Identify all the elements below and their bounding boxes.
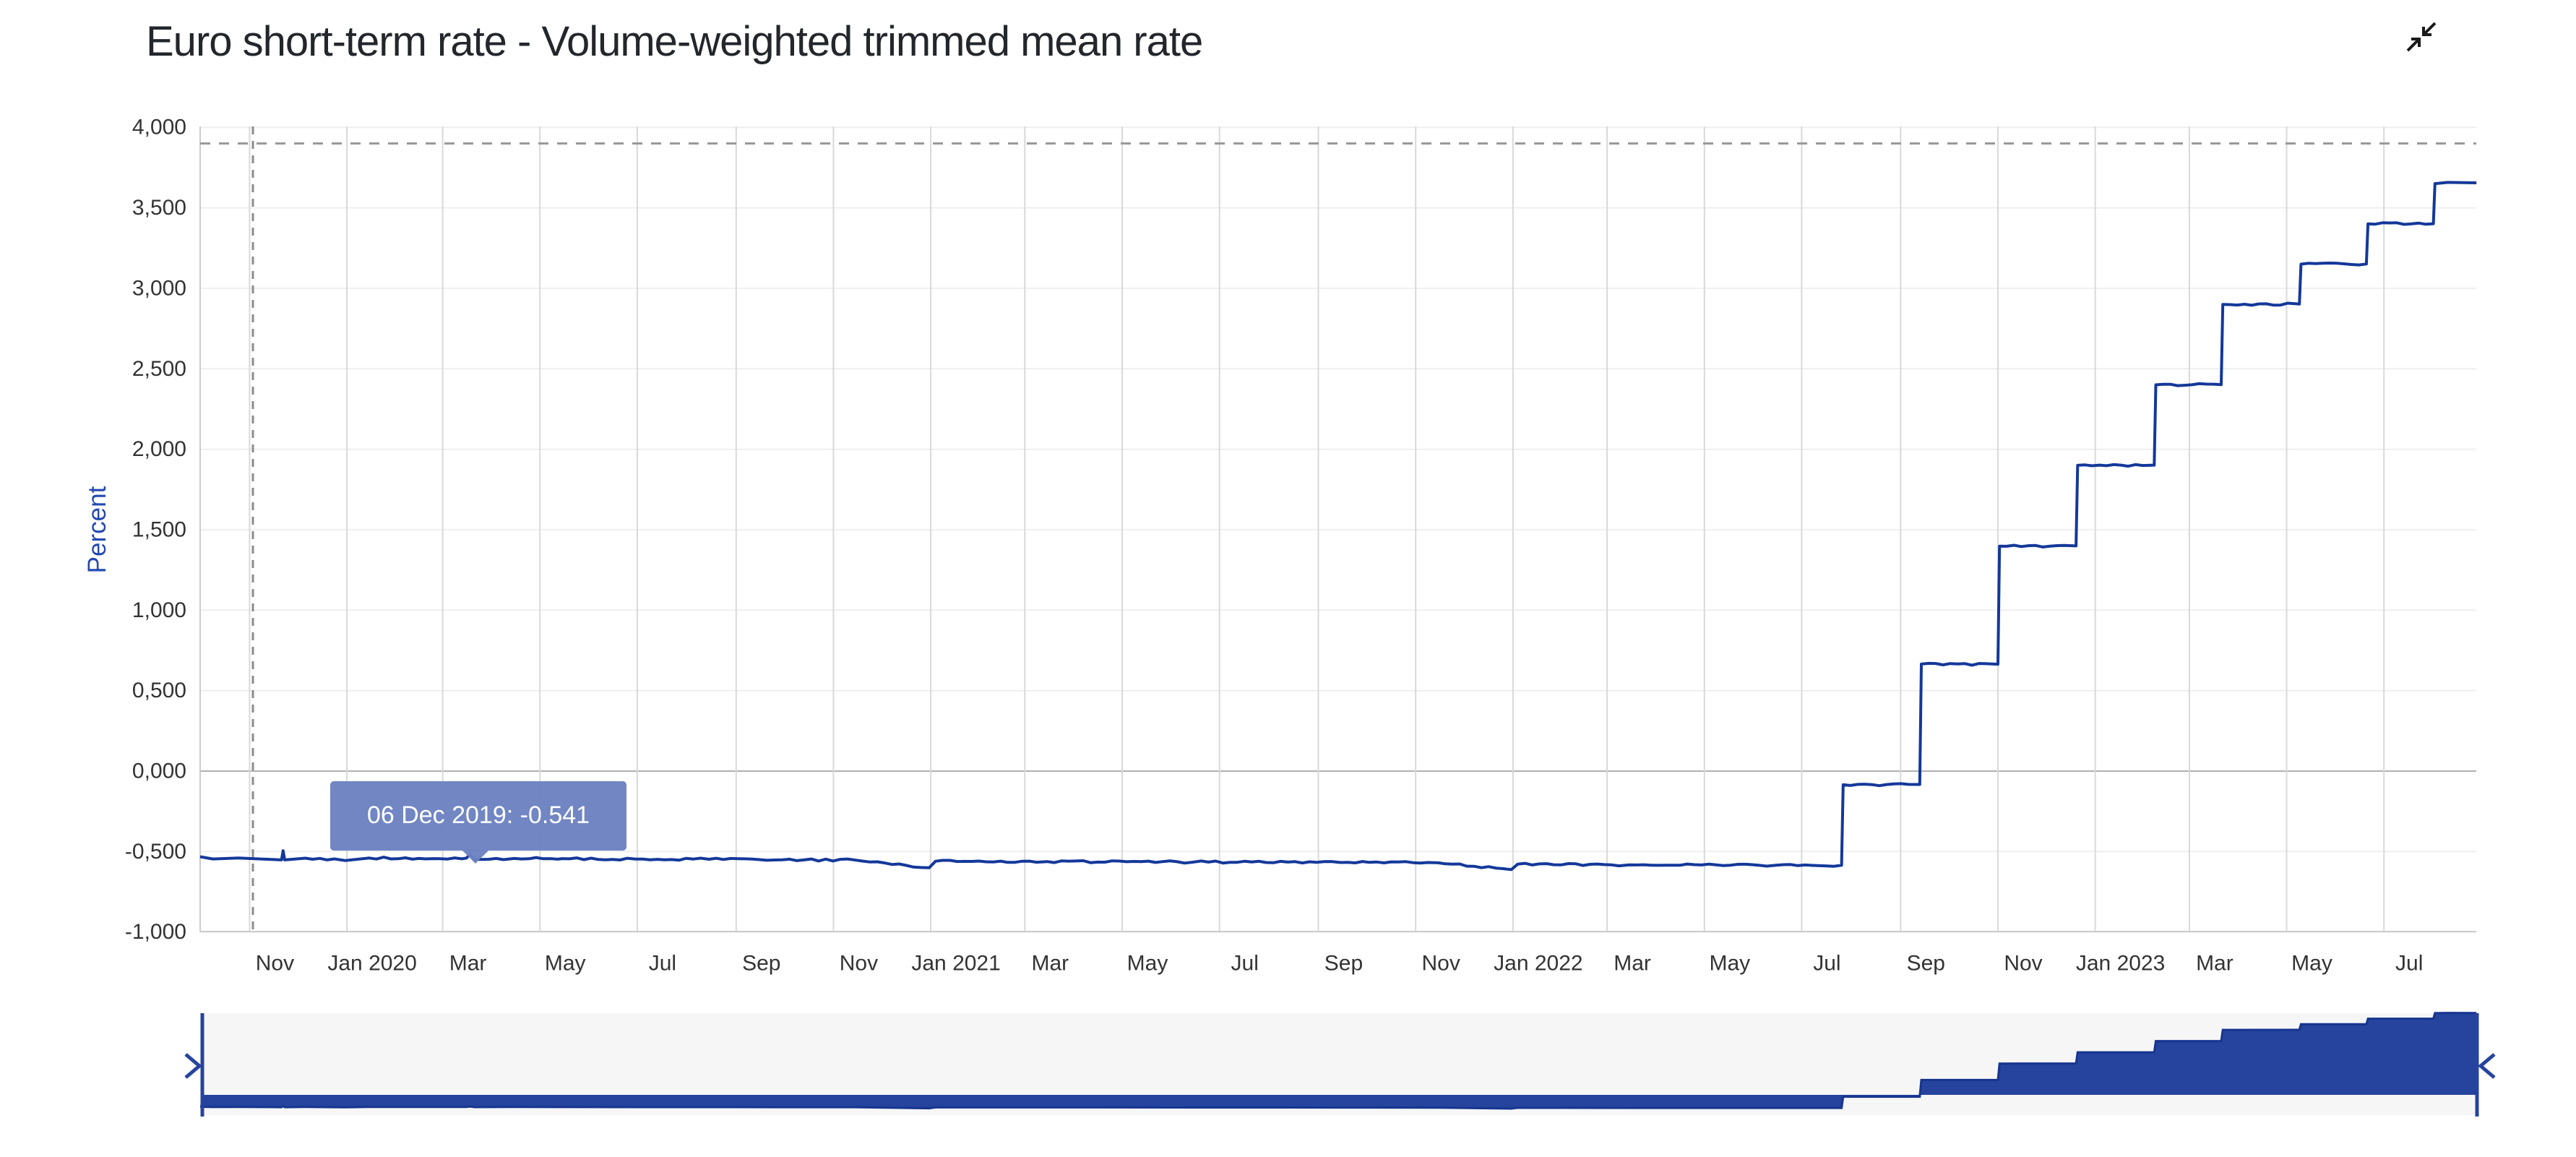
collapse-button[interactable] (2399, 14, 2442, 58)
x-tick-label: Nov (1422, 952, 1460, 976)
x-tick-label: Jul (649, 952, 676, 976)
x-tick-label: Mar (2196, 952, 2233, 976)
x-tick-label: May (2291, 952, 2332, 976)
navigator-series-line (199, 1012, 2477, 1110)
y-tick-label: 0,500 (132, 679, 186, 702)
x-tick-label: Jul (2395, 952, 2423, 976)
series-line[interactable] (199, 181, 2477, 872)
x-tick-label: Nov (840, 952, 878, 976)
chevron-left-icon[interactable] (2478, 1053, 2496, 1079)
x-tick-label: Nov (256, 952, 294, 976)
y-tick-label: 0,000 (132, 760, 186, 783)
y-tick-label: 3,000 (132, 276, 186, 300)
x-tick-label: May (545, 952, 586, 976)
x-tick-label: May (1127, 952, 1168, 976)
y-tick-label: 3,500 (132, 196, 186, 220)
chevron-right-icon[interactable] (184, 1053, 202, 1079)
x-tick-label: Nov (2004, 952, 2042, 976)
chart-title: Euro short-term rate - Volume-weighted t… (146, 18, 1203, 65)
tooltip: 06 Dec 2019: -0.541 (330, 781, 626, 864)
collapse-icon (2406, 22, 2437, 52)
x-tick-label: Jan 2021 (911, 952, 1000, 976)
tooltip-text: 06 Dec 2019: -0.541 (366, 801, 590, 829)
x-tick-label: Sep (1324, 952, 1363, 976)
y-tick-label: 4,000 (132, 116, 186, 139)
x-tick-label: Jul (1231, 952, 1259, 976)
y-tick-label: 2,000 (132, 437, 186, 461)
x-tick-label: Jan 2020 (327, 952, 416, 976)
x-tick-label: May (1709, 952, 1750, 976)
x-tick-label: Jul (1813, 952, 1840, 976)
x-tick-label: Mar (449, 952, 487, 976)
x-tick-label: Mar (1031, 952, 1069, 976)
x-tick-label: Sep (742, 952, 780, 976)
y-tick-label: 1,000 (132, 598, 186, 622)
x-tick-label: Sep (1907, 952, 1945, 976)
x-tick-label: Jan 2023 (2076, 952, 2165, 976)
navigator-area[interactable] (200, 1012, 2477, 1109)
y-tick-label: -1,000 (125, 920, 186, 944)
x-tick-label: Jan 2022 (1494, 952, 1582, 976)
y-tick-label: 1,500 (132, 518, 186, 542)
x-tick-label: Mar (1614, 952, 1651, 976)
y-tick-label: 2,500 (132, 357, 186, 381)
y-tick-label: -0,500 (125, 840, 186, 864)
